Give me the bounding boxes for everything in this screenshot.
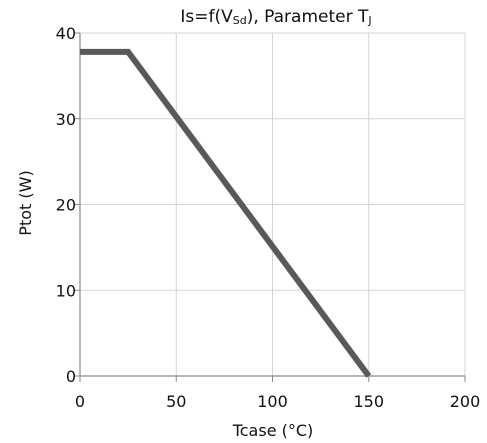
series-line — [80, 48, 372, 378]
x-tick-label: 0 — [75, 392, 85, 411]
series-layer — [80, 48, 372, 378]
title-part: Sd — [233, 14, 247, 27]
x-tick-label: 150 — [353, 392, 384, 411]
y-axis-label: Ptot (W) — [16, 170, 35, 235]
y-tick-label: 30 — [56, 110, 76, 129]
x-axis-label: Tcase (°C) — [232, 421, 314, 440]
y-tick-label: 40 — [56, 24, 76, 43]
title-part: Is=f(V — [180, 7, 233, 27]
y-tick-label: 0 — [66, 367, 76, 386]
grid — [80, 33, 465, 376]
y-tick-label: 10 — [56, 281, 76, 300]
x-tick-label: 200 — [450, 392, 481, 411]
x-tick-label: 100 — [257, 392, 288, 411]
y-tick-label: 20 — [56, 196, 76, 215]
title-part: ), Parameter T — [247, 7, 369, 27]
chart-title: Is=f(VSd), Parameter TJ — [180, 7, 371, 27]
y-axis-ticks: 0 10 20 30 40 — [56, 24, 80, 386]
x-axis-ticks: 0 50 100 150 200 — [75, 376, 480, 411]
title-part: J — [367, 14, 371, 27]
x-tick-label: 50 — [166, 392, 186, 411]
